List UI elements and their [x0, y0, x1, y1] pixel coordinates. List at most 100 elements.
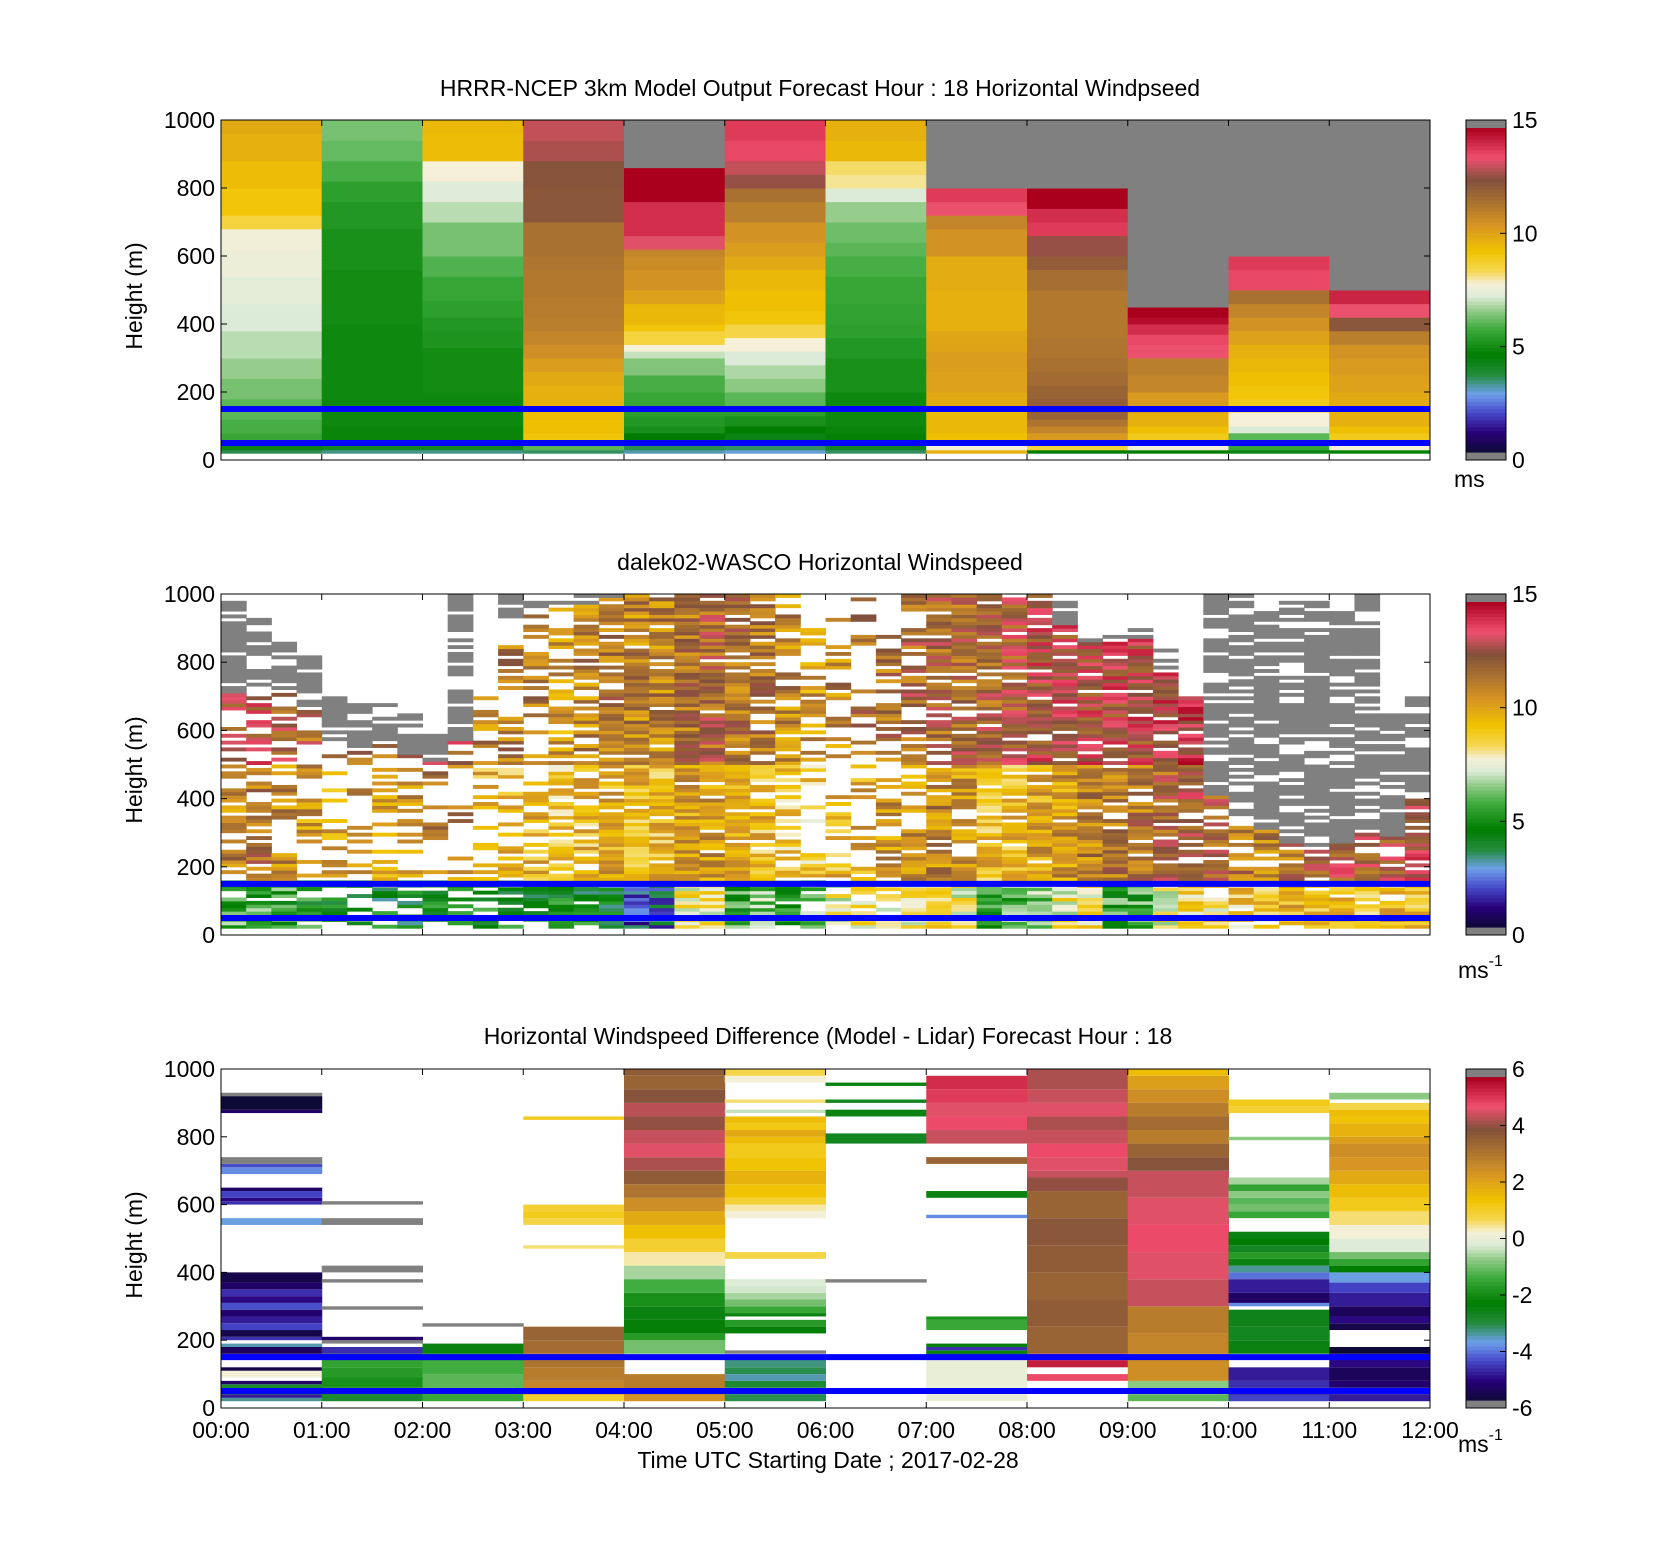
heatmap-cell — [775, 645, 801, 650]
colorbar-segment — [1466, 854, 1506, 859]
heatmap-cell — [976, 726, 1003, 731]
heatmap-cell — [346, 703, 373, 708]
heatmap-cell — [1278, 887, 1305, 892]
heatmap-cell — [1329, 378, 1431, 383]
heatmap-cell — [1228, 449, 1330, 454]
heatmap-cell — [321, 191, 423, 196]
heatmap-cell — [825, 208, 927, 213]
heatmap-cell — [926, 825, 952, 830]
heatmap-cell — [901, 791, 927, 796]
colorbar-segment — [1466, 203, 1506, 208]
heatmap-cell — [422, 181, 524, 186]
heatmap-cell — [901, 764, 927, 769]
heatmap-cell — [1102, 709, 1129, 714]
heatmap-cell — [1127, 126, 1229, 131]
heatmap-cell — [926, 723, 952, 728]
heatmap-cell — [1102, 836, 1129, 841]
heatmap-cell — [221, 897, 247, 902]
heatmap-cell — [926, 422, 1028, 427]
heatmap-cell — [498, 675, 524, 680]
heatmap-cell — [1354, 866, 1381, 871]
heatmap-cell — [649, 873, 675, 878]
heatmap-cell — [1228, 1394, 1330, 1402]
heatmap-cell — [422, 381, 524, 386]
heatmap-cell — [1052, 900, 1078, 905]
heatmap-cell — [1304, 699, 1330, 704]
heatmap-cell — [598, 832, 625, 837]
heatmap-cell — [926, 784, 952, 789]
colorbar-segment — [1466, 286, 1506, 291]
heatmap-cell — [1203, 747, 1229, 752]
heatmap-cell — [1027, 150, 1129, 155]
heatmap-cell — [1253, 624, 1280, 629]
heatmap-cell — [1127, 825, 1154, 830]
heatmap-cell — [1027, 171, 1129, 175]
heatmap-cell — [1127, 767, 1154, 772]
heatmap-cell — [1329, 188, 1431, 192]
heatmap-cell — [1278, 754, 1305, 759]
heatmap-cell — [1203, 815, 1229, 820]
heatmap-cell — [724, 894, 751, 898]
heatmap-cell — [422, 194, 524, 199]
heatmap-cell — [775, 767, 801, 772]
heatmap-cell — [422, 900, 449, 905]
heatmap-cell — [1228, 1309, 1330, 1327]
heatmap-cell — [1379, 767, 1406, 772]
heatmap-cell — [825, 300, 927, 305]
heatmap-cell — [523, 791, 549, 796]
heatmap-cell — [1052, 648, 1078, 653]
heatmap-cell — [1329, 1316, 1431, 1324]
colorbar-segment — [1466, 862, 1506, 867]
heatmap-cell — [875, 894, 902, 898]
heatmap-cell — [699, 614, 726, 619]
heatmap-cell — [649, 600, 675, 605]
heatmap-cell — [1178, 754, 1204, 759]
heatmap-cell — [724, 788, 751, 793]
heatmap-cell — [1127, 819, 1154, 823]
heatmap-cell — [800, 805, 826, 810]
heatmap-cell — [724, 296, 826, 301]
heatmap-cell — [498, 890, 524, 895]
heatmap-cell — [1077, 897, 1104, 902]
heatmap-cell — [1027, 641, 1053, 646]
heatmap-cell — [1178, 771, 1204, 776]
heatmap-cell — [1228, 133, 1330, 138]
heatmap-cell — [1203, 911, 1229, 916]
heatmap-cell — [926, 320, 1028, 325]
colorbar-segment — [1466, 1342, 1506, 1347]
heatmap-cell — [649, 634, 675, 639]
colorbar-segment — [1466, 279, 1506, 284]
heatmap-cell — [901, 856, 927, 861]
heatmap-cell — [221, 808, 247, 813]
heatmap-cell — [472, 846, 499, 851]
heatmap-cell — [775, 866, 801, 871]
heatmap-cell — [1027, 832, 1053, 837]
heatmap-cell — [926, 696, 952, 701]
heatmap-cell — [624, 651, 650, 656]
heatmap-cell — [1052, 600, 1078, 605]
colorbar-segment — [1466, 448, 1506, 453]
heatmap-cell — [321, 422, 423, 427]
heatmap-cell — [1203, 778, 1229, 783]
heatmap-cell — [271, 784, 298, 789]
heatmap-cell — [800, 921, 826, 926]
colorbar-segment — [1466, 768, 1506, 773]
heatmap-cell — [1001, 802, 1028, 806]
heatmap-cell — [1228, 290, 1330, 294]
heatmap-cell — [1178, 726, 1204, 731]
heatmap-cell — [951, 907, 978, 912]
heatmap-cell — [1404, 767, 1431, 772]
heatmap-cell — [825, 686, 852, 690]
heatmap-cell — [926, 371, 1028, 376]
heatmap-cell — [926, 188, 1028, 192]
heatmap-cell — [1253, 628, 1280, 633]
heatmap-cell — [1304, 662, 1330, 667]
heatmap-cell — [598, 597, 625, 602]
heatmap-cell — [951, 645, 978, 650]
heatmap-cell — [1329, 283, 1431, 288]
heatmap-cell — [976, 904, 1003, 909]
heatmap-cell — [1127, 381, 1229, 386]
heatmap-cell — [1127, 147, 1229, 152]
heatmap-cell — [850, 709, 877, 714]
heatmap-cell — [221, 330, 323, 335]
